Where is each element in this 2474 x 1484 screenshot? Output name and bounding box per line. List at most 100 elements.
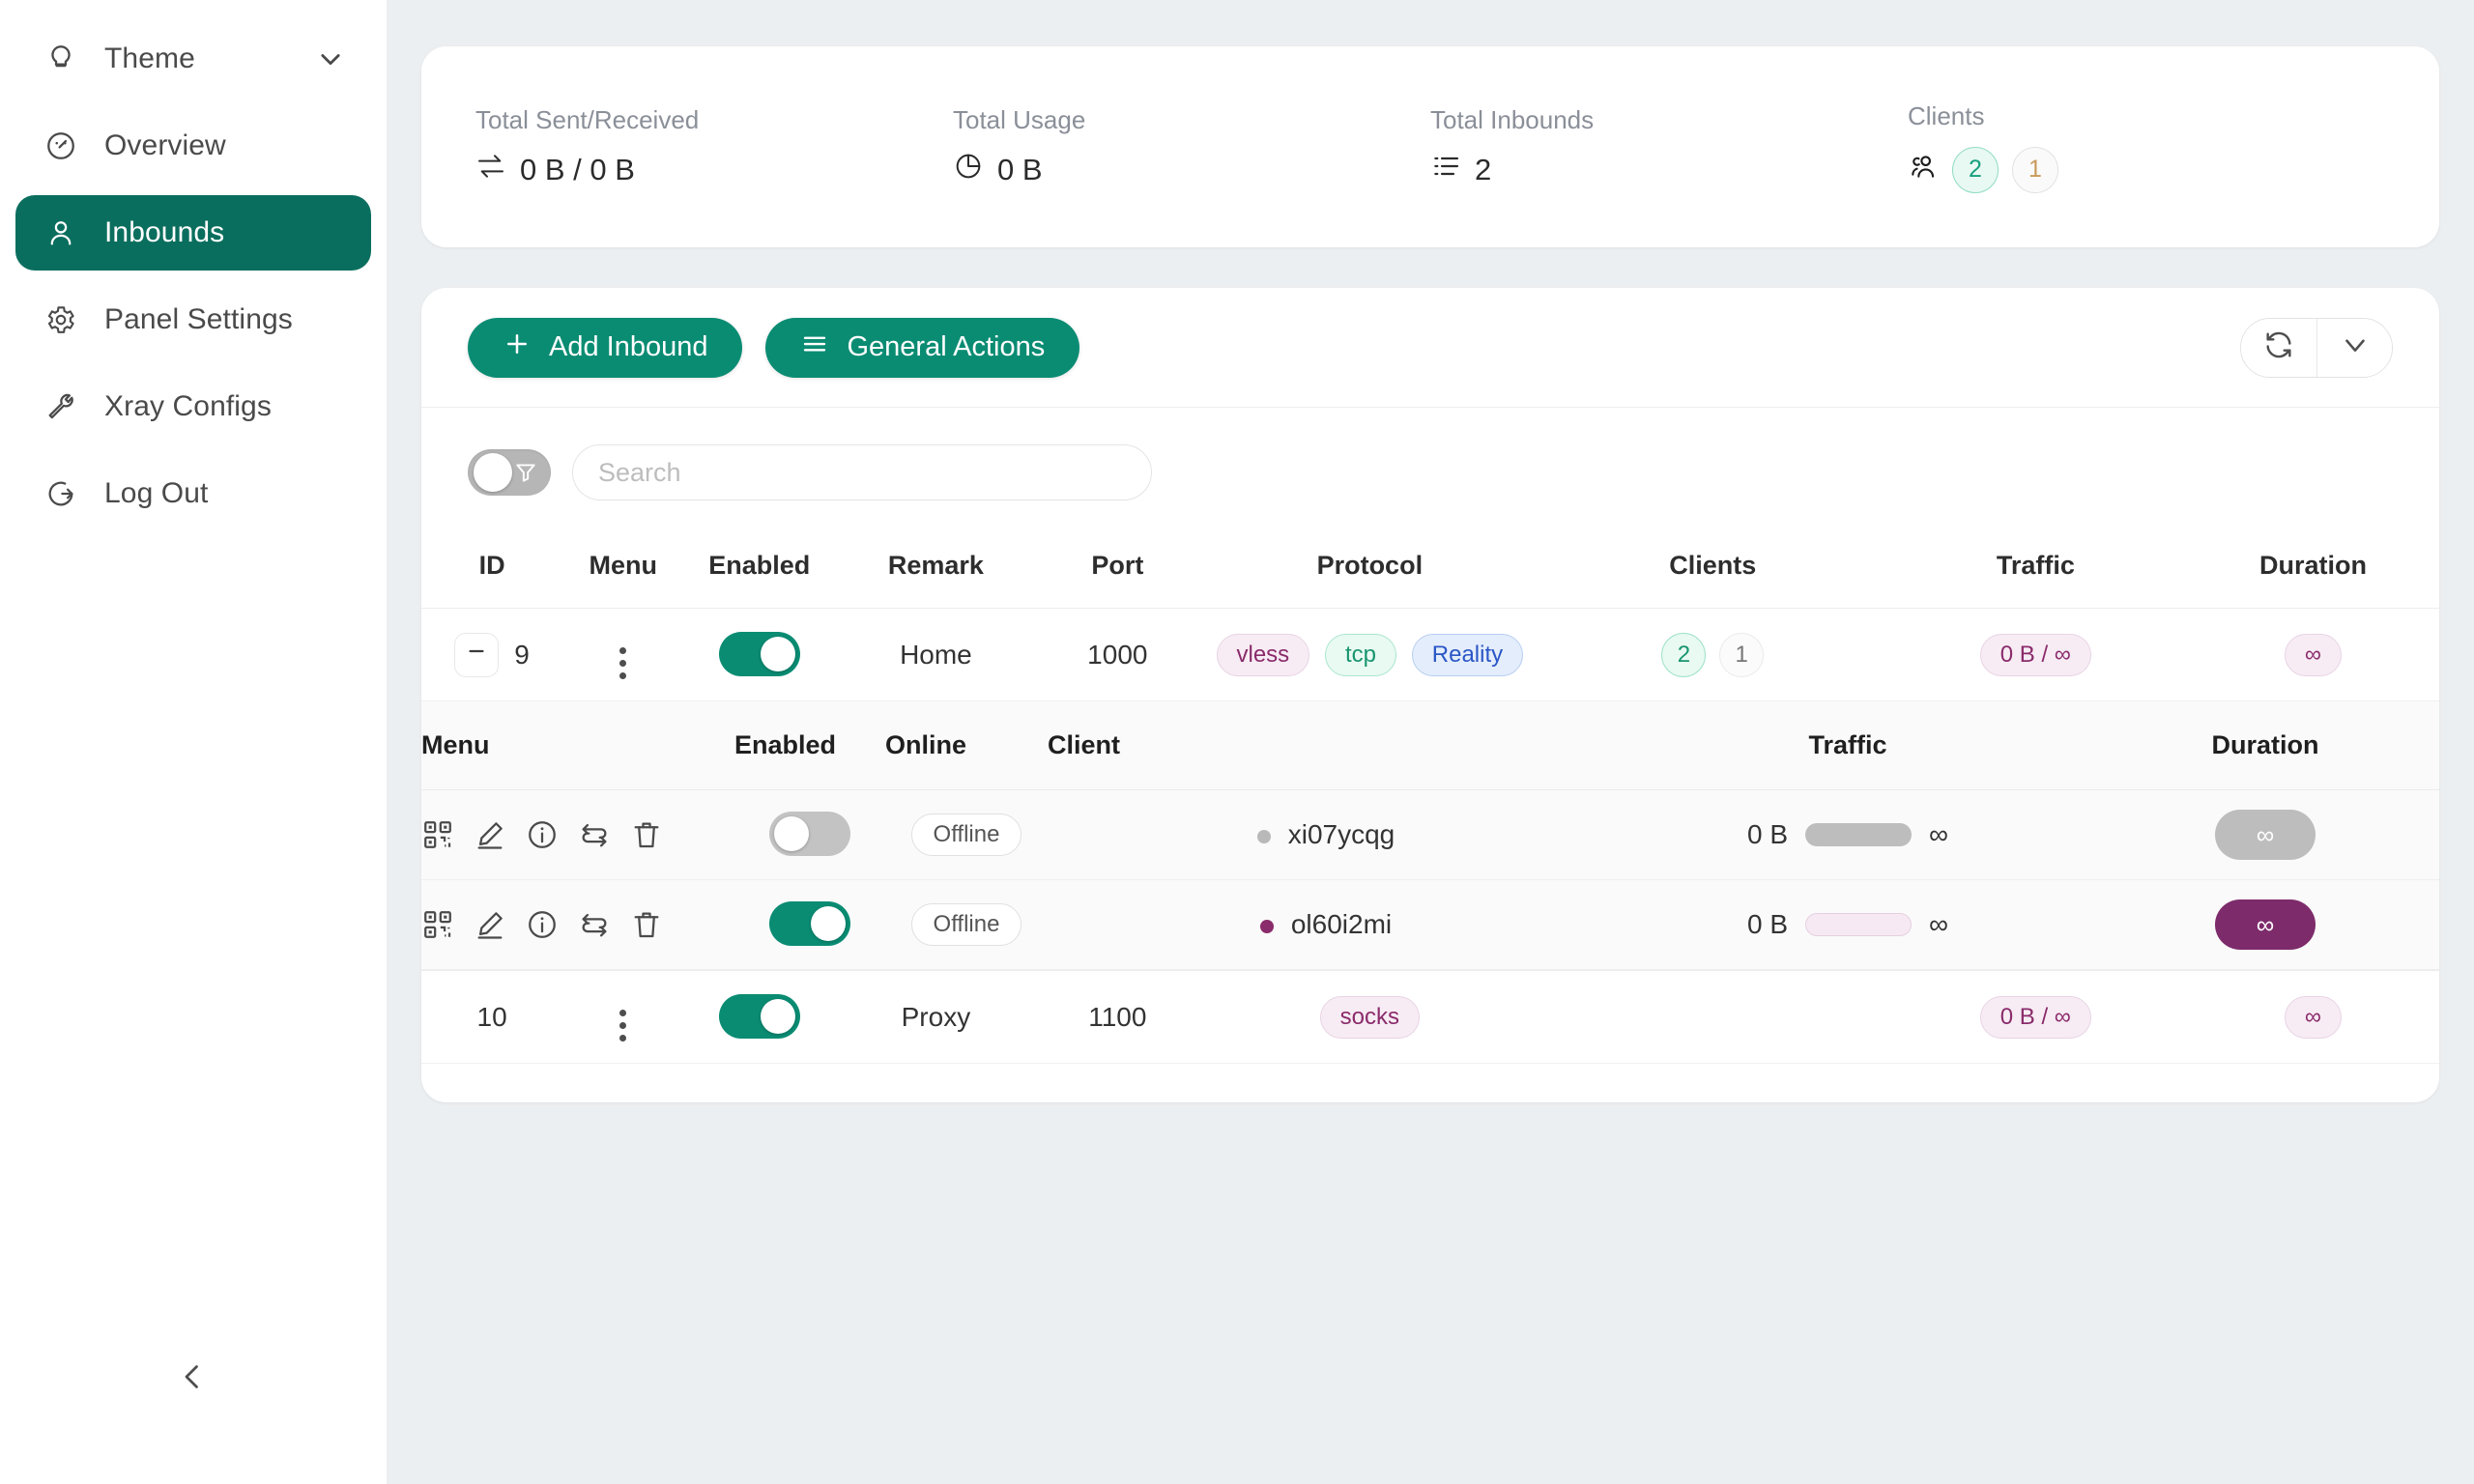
pie-chart-icon bbox=[953, 151, 984, 189]
sidebar-item-inbounds[interactable]: Inbounds bbox=[15, 195, 371, 271]
edit-pencil-icon[interactable] bbox=[474, 908, 506, 941]
client-column-header-enabled: Enabled bbox=[734, 701, 885, 790]
column-header-port: Port bbox=[1036, 526, 1198, 609]
cell-menu bbox=[562, 608, 684, 701]
wrench-icon bbox=[43, 388, 79, 425]
client-enabled-toggle[interactable] bbox=[769, 901, 850, 946]
row-expander-button[interactable] bbox=[454, 632, 500, 677]
stat-title: Clients bbox=[1908, 100, 1985, 130]
cell-id: 9 bbox=[421, 608, 563, 701]
stat-value: 0 B / 0 B bbox=[520, 152, 635, 186]
sidebar-collapse-button[interactable] bbox=[170, 1356, 215, 1401]
kebab-icon[interactable] bbox=[619, 1010, 627, 1042]
trash-icon[interactable] bbox=[630, 908, 663, 941]
plus-icon bbox=[503, 329, 532, 366]
sidebar-item-label: Xray Configs bbox=[104, 390, 272, 422]
client-name: xi07ycqg bbox=[1287, 819, 1395, 849]
stat-clients: Clients 2 1 bbox=[1908, 101, 2058, 193]
inbounds-toolbar: Add Inbound General Actions bbox=[421, 288, 2439, 408]
enabled-toggle[interactable] bbox=[718, 631, 800, 676]
qr-code-icon[interactable] bbox=[421, 908, 454, 941]
client-cell-menu bbox=[421, 789, 734, 880]
table-row[interactable]: 10 Proxy 1100 socks bbox=[421, 970, 2439, 1064]
sidebar-item-log-out[interactable]: Log Out bbox=[15, 456, 371, 531]
row-id-value: 10 bbox=[476, 1001, 507, 1032]
traffic-badge: 0 B / ∞ bbox=[1979, 633, 2091, 676]
trash-icon[interactable] bbox=[630, 818, 663, 851]
cell-protocol: socks bbox=[1197, 970, 1541, 1064]
cell-remark: Proxy bbox=[835, 970, 1037, 1064]
reset-loop-icon[interactable] bbox=[578, 908, 611, 941]
client-enabled-toggle[interactable] bbox=[769, 812, 850, 856]
sidebar-item-label: Overview bbox=[104, 129, 226, 161]
filter-toggle[interactable] bbox=[468, 449, 551, 496]
column-header-menu: Menu bbox=[562, 526, 684, 609]
client-duration-pill: ∞ bbox=[2215, 810, 2316, 860]
inbounds-table: ID Menu Enabled Remark Port Protocol Cli… bbox=[421, 526, 2439, 1064]
general-actions-button[interactable]: General Actions bbox=[765, 317, 1080, 378]
client-traffic-limit: ∞ bbox=[1929, 819, 1948, 849]
general-actions-label: General Actions bbox=[847, 331, 1046, 362]
status-dot-icon bbox=[1259, 919, 1274, 933]
gauge-icon bbox=[43, 128, 79, 164]
client-cell-duration: ∞ bbox=[2091, 789, 2439, 880]
add-inbound-label: Add Inbound bbox=[549, 331, 708, 362]
row-clients-inactive-badge: 1 bbox=[1719, 632, 1765, 677]
sidebar-item-panel-settings[interactable]: Panel Settings bbox=[15, 282, 371, 357]
sidebar-item-overview[interactable]: Overview bbox=[15, 108, 371, 184]
cell-id: 10 bbox=[421, 970, 563, 1064]
row-clients-active-badge: 2 bbox=[1661, 632, 1707, 677]
online-status-chip: Offline bbox=[910, 903, 1022, 946]
client-row[interactable]: Offline xi07ycqg 0 B bbox=[421, 789, 2439, 880]
refresh-icon bbox=[2262, 328, 2295, 366]
duration-badge: ∞ bbox=[2284, 995, 2343, 1039]
cell-menu bbox=[562, 970, 684, 1064]
stat-value: 0 B bbox=[997, 152, 1043, 186]
info-circle-icon[interactable] bbox=[526, 908, 559, 941]
edit-pencil-icon[interactable] bbox=[474, 818, 506, 851]
protocol-badge: tcp bbox=[1324, 633, 1396, 676]
users-icon bbox=[1908, 151, 1939, 189]
column-header-duration: Duration bbox=[2186, 526, 2439, 609]
cell-clients bbox=[1540, 970, 1884, 1064]
inbounds-table-header-row: ID Menu Enabled Remark Port Protocol Cli… bbox=[421, 526, 2439, 609]
add-inbound-button[interactable]: Add Inbound bbox=[468, 317, 743, 378]
sidebar-item-label: Theme bbox=[104, 43, 195, 74]
inbounds-card: Add Inbound General Actions bbox=[421, 288, 2439, 1102]
kebab-icon[interactable] bbox=[619, 647, 627, 679]
status-dot-icon bbox=[1256, 829, 1271, 843]
client-row[interactable]: Offline ol60i2mi 0 B bbox=[421, 879, 2439, 970]
sidebar-item-xray-configs[interactable]: Xray Configs bbox=[15, 369, 371, 444]
search-input[interactable] bbox=[572, 444, 1152, 500]
column-header-enabled: Enabled bbox=[683, 526, 836, 609]
stats-card: Total Sent/Received 0 B / 0 B Total Usag… bbox=[421, 46, 2439, 247]
protocol-badge: socks bbox=[1319, 995, 1420, 1039]
search-row bbox=[421, 408, 2439, 526]
qr-code-icon[interactable] bbox=[421, 818, 454, 851]
traffic-badge: 0 B / ∞ bbox=[1979, 995, 2091, 1039]
bulb-icon bbox=[43, 41, 79, 77]
refresh-button[interactable] bbox=[2241, 318, 2316, 377]
clients-active-badge: 2 bbox=[1952, 146, 1999, 193]
table-row[interactable]: 9 Home 1000 vless tcp bbox=[421, 608, 2439, 701]
chevron-left-icon bbox=[175, 1359, 210, 1399]
info-circle-icon[interactable] bbox=[526, 818, 559, 851]
cell-enabled bbox=[683, 608, 836, 701]
cell-enabled bbox=[683, 970, 836, 1064]
chevron-down-icon[interactable] bbox=[317, 45, 344, 72]
sidebar: Theme Overview Inbounds bbox=[0, 0, 387, 1484]
client-column-header-menu: Menu bbox=[421, 701, 734, 790]
funnel-icon bbox=[513, 460, 538, 485]
column-header-id: ID bbox=[421, 526, 563, 609]
cell-duration: ∞ bbox=[2186, 608, 2439, 701]
client-traffic-used: 0 B bbox=[1747, 819, 1789, 849]
column-header-remark: Remark bbox=[835, 526, 1037, 609]
cell-clients: 2 1 bbox=[1540, 608, 1884, 701]
client-cell-menu bbox=[421, 879, 734, 970]
refresh-dropdown-button[interactable] bbox=[2316, 318, 2392, 377]
client-cell-enabled bbox=[734, 789, 885, 880]
reset-loop-icon[interactable] bbox=[578, 818, 611, 851]
sidebar-item-theme[interactable]: Theme bbox=[15, 21, 371, 97]
enabled-toggle[interactable] bbox=[718, 993, 800, 1039]
